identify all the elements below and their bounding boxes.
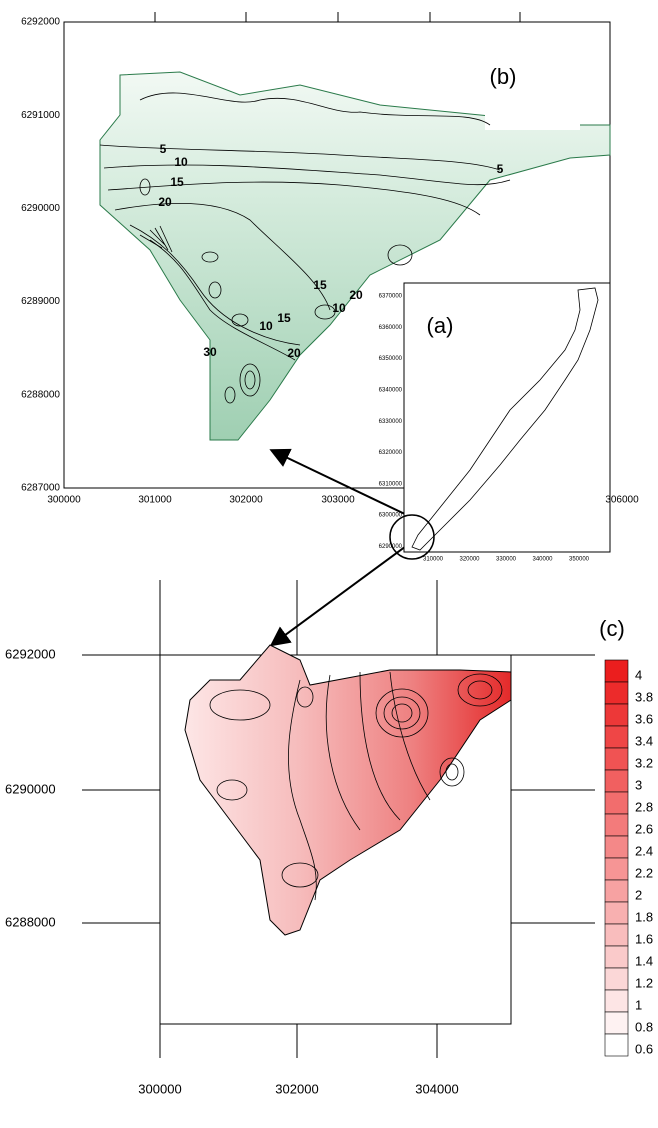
panel-b <box>63 21 611 489</box>
colorbar-cell <box>604 725 629 749</box>
y-tick-label: 6289000 <box>21 296 60 307</box>
colorbar-cell <box>604 1033 629 1057</box>
colorbar-cell <box>604 769 629 793</box>
zoom-circle <box>389 514 435 560</box>
x-tick-label: 350000 <box>569 557 590 563</box>
frame <box>63 21 611 489</box>
y-tick-label: 6290000 <box>21 203 60 214</box>
contour-label: 20 <box>287 346 301 360</box>
y-tick-label: 6370000 <box>379 294 403 300</box>
contour-label: 10 <box>332 301 346 315</box>
depth-map <box>99 71 611 441</box>
colorbar-label: 2.8 <box>635 799 653 814</box>
colorbar-cell <box>604 1011 629 1035</box>
colorbar-cell <box>604 923 629 947</box>
panel-label: (c) <box>599 616 625 641</box>
y-tick-label: 6292000 <box>21 17 60 28</box>
x-tick-label: 320000 <box>459 557 480 563</box>
colorbar-label: 2 <box>635 887 642 902</box>
x-tick-label: 304000 <box>415 1081 458 1096</box>
x-tick-label: 310000 <box>423 557 444 563</box>
colorbar-label: 0.8 <box>635 1019 653 1034</box>
x-tick-label: 303000 <box>321 495 355 506</box>
colorbar-label: 3.6 <box>635 711 653 726</box>
y-tick-label: 6350000 <box>379 356 403 362</box>
y-tick-label: 6330000 <box>379 419 403 425</box>
blank <box>485 92 580 130</box>
y-tick-label: 6292000 <box>5 646 56 661</box>
y-tick-label: 6290000 <box>5 781 56 796</box>
contour-label: 10 <box>259 319 273 333</box>
contours <box>209 671 503 901</box>
y-tick-label: 6291000 <box>21 110 60 121</box>
contours <box>99 92 511 404</box>
colorbar-label: 2.4 <box>635 843 653 858</box>
colorbar-cell <box>604 901 629 925</box>
contour-label: 20 <box>349 288 363 302</box>
x-tick-label: 302000 <box>229 495 263 506</box>
contour-label: 30 <box>203 345 217 359</box>
colorbar-cell <box>604 747 629 771</box>
colorbar-cell <box>604 879 629 903</box>
colorbar-cell <box>604 791 629 815</box>
y-tick-label: 6310000 <box>379 481 403 487</box>
x-tick-label: 301000 <box>138 495 172 506</box>
y-tick-label: 6288000 <box>21 389 60 400</box>
colorbar-cell <box>604 681 629 705</box>
colorbar-label: 3.2 <box>635 755 653 770</box>
contour-label: 5 <box>497 162 504 176</box>
x-tick-label: 302000 <box>275 1081 318 1096</box>
colorbar-label: 3 <box>635 777 642 792</box>
colorbar-label: 2.2 <box>635 865 653 880</box>
lake-outline <box>411 287 599 551</box>
colorbar-label: 3.4 <box>635 733 653 748</box>
contour-label: 15 <box>170 175 184 189</box>
colorbar-cell <box>604 703 629 727</box>
y-tick-label: 6290000 <box>379 544 403 550</box>
colorbar-label: 1.4 <box>635 953 653 968</box>
colorbar-cell <box>604 857 629 881</box>
colorbar-cell <box>604 945 629 969</box>
y-tick-label: 6320000 <box>379 450 403 456</box>
x-tick-label: 340000 <box>532 557 553 563</box>
y-tick-label: 6360000 <box>379 325 403 331</box>
contour-label: 5 <box>160 142 167 156</box>
colorbar-label: 4 <box>635 667 642 682</box>
panel-c <box>82 580 629 1058</box>
panel-a <box>389 282 611 560</box>
colorbar-label: 1 <box>635 997 642 1012</box>
x-tick-label: 300000 <box>138 1081 181 1096</box>
colorbar-cell <box>604 989 629 1013</box>
colorbar-label: 3.8 <box>635 689 653 704</box>
colorbar-label: 0.6 <box>635 1041 653 1056</box>
colorbar <box>604 659 629 1057</box>
colorbar-cell <box>604 967 629 991</box>
colorbar-label: 1.2 <box>635 975 653 990</box>
panel-label: (b) <box>490 64 517 89</box>
contour-label: 15 <box>277 311 291 325</box>
contour-label: 15 <box>313 278 327 292</box>
x-tick-label: 300000 <box>47 495 81 506</box>
panel-label: (a) <box>427 313 454 338</box>
x-tick-label: 306000 <box>605 495 639 506</box>
contour-label: 10 <box>174 155 188 169</box>
colorbar-label: 1.6 <box>635 931 653 946</box>
y-tick-label: 6340000 <box>379 387 403 393</box>
y-tick-label: 6300000 <box>379 513 403 519</box>
colorbar-cell <box>604 659 629 683</box>
y-tick-label: 6288000 <box>5 914 56 929</box>
x-tick-label: 330000 <box>496 557 517 563</box>
colorbar-label: 2.6 <box>635 821 653 836</box>
contour-label: 20 <box>158 195 172 209</box>
y-tick-label: 6287000 <box>21 483 60 494</box>
colorbar-label: 1.8 <box>635 909 653 924</box>
colorbar-cell <box>604 813 629 837</box>
colorbar-cell <box>604 835 629 859</box>
conductivity-map <box>184 644 512 936</box>
